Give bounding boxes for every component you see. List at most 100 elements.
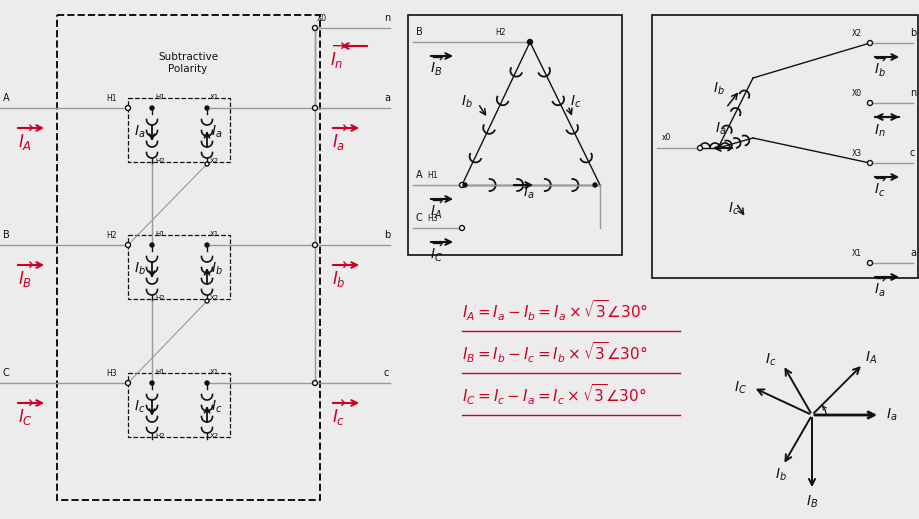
Circle shape: [867, 261, 871, 266]
Text: $I_b$: $I_b$: [774, 467, 786, 483]
Text: Subtractive
Polarity: Subtractive Polarity: [158, 52, 218, 74]
Text: $I_b$: $I_b$: [460, 93, 472, 110]
Text: H2: H2: [154, 158, 165, 164]
Circle shape: [312, 105, 317, 111]
Text: H2: H2: [154, 295, 165, 301]
Text: $I_b$: $I_b$: [134, 261, 145, 277]
Text: n: n: [383, 13, 390, 23]
Circle shape: [125, 105, 130, 111]
Text: $I_c$: $I_c$: [210, 399, 222, 415]
Bar: [407, 15, 621, 255]
Text: X2: X2: [210, 295, 219, 301]
Text: $I_c$: $I_c$: [134, 399, 145, 415]
Text: $\overrightarrow{I_C}$: $\overrightarrow{I_C}$: [429, 240, 444, 264]
Circle shape: [205, 299, 209, 303]
Circle shape: [125, 242, 130, 248]
Text: C: C: [415, 213, 423, 223]
Text: $I_b$: $I_b$: [712, 81, 724, 98]
Text: $I_a$: $I_a$: [522, 185, 534, 201]
Text: H2: H2: [494, 28, 505, 37]
Text: $\overrightarrow{I_B}$: $\overrightarrow{I_B}$: [18, 261, 35, 290]
Bar: [128, 373, 230, 437]
Circle shape: [312, 25, 317, 31]
Circle shape: [867, 40, 871, 46]
Text: $I_a$: $I_a$: [714, 121, 726, 138]
Text: $I_n$: $I_n$: [873, 123, 885, 140]
Text: c: c: [383, 368, 389, 378]
Text: A: A: [415, 170, 422, 180]
Bar: [128, 235, 230, 299]
Text: X1: X1: [210, 231, 219, 237]
Circle shape: [462, 183, 467, 187]
Text: $\overrightarrow{I_A}$: $\overrightarrow{I_A}$: [429, 197, 444, 222]
Circle shape: [205, 381, 209, 385]
Circle shape: [205, 162, 209, 166]
Text: $I_C = I_c - I_a = I_c \times \sqrt{3}\angle30°$: $I_C = I_c - I_a = I_c \times \sqrt{3}\a…: [461, 382, 646, 407]
Text: $I_B$: $I_B$: [805, 494, 817, 510]
Text: H3: H3: [426, 214, 437, 223]
Text: $I_b$: $I_b$: [210, 261, 222, 277]
Text: $\overrightarrow{I_c}$: $\overrightarrow{I_c}$: [873, 175, 887, 199]
Text: X0: X0: [851, 89, 861, 98]
Circle shape: [205, 243, 209, 247]
Circle shape: [459, 183, 464, 187]
Bar: [57, 15, 320, 500]
Text: H2: H2: [106, 231, 117, 240]
Text: $\overrightarrow{I_n}$: $\overrightarrow{I_n}$: [330, 42, 346, 71]
Text: $I_c$: $I_c$: [765, 351, 776, 368]
Circle shape: [150, 243, 153, 247]
Circle shape: [528, 40, 531, 44]
Text: $I_C$: $I_C$: [732, 379, 745, 395]
Text: $\overrightarrow{I_C}$: $\overrightarrow{I_C}$: [18, 399, 35, 428]
Text: $\overrightarrow{I_b}$: $\overrightarrow{I_b}$: [332, 261, 348, 290]
Text: $I_a$: $I_a$: [885, 407, 897, 423]
Text: A: A: [3, 93, 9, 103]
Text: H1: H1: [154, 231, 165, 237]
Circle shape: [593, 183, 596, 187]
Circle shape: [867, 101, 871, 105]
Circle shape: [867, 160, 871, 166]
Text: B: B: [3, 230, 10, 240]
Text: X2: X2: [210, 158, 219, 164]
Text: X1: X1: [210, 94, 219, 100]
Text: $\overrightarrow{I_b}$: $\overrightarrow{I_b}$: [873, 55, 887, 79]
Text: H1: H1: [154, 369, 165, 375]
Text: a: a: [383, 93, 390, 103]
Text: $I_a$: $I_a$: [210, 124, 222, 141]
Circle shape: [125, 380, 130, 386]
Circle shape: [312, 380, 317, 386]
Text: H1: H1: [106, 94, 117, 103]
Text: $I_c$: $I_c$: [727, 201, 739, 217]
Text: n: n: [909, 88, 915, 98]
Text: H1: H1: [426, 171, 437, 180]
Text: $\overrightarrow{I_a}$: $\overrightarrow{I_a}$: [332, 124, 348, 153]
Text: c: c: [909, 148, 914, 158]
Text: $\overrightarrow{I_a}$: $\overrightarrow{I_a}$: [873, 275, 887, 299]
Text: $I_A = I_a - I_b = I_a \times \sqrt{3}\angle30°$: $I_A = I_a - I_b = I_a \times \sqrt{3}\a…: [461, 298, 647, 323]
Circle shape: [150, 106, 153, 110]
Text: a: a: [909, 248, 915, 258]
Text: X2: X2: [210, 433, 219, 439]
Text: $I_a$: $I_a$: [134, 124, 145, 141]
Text: X3: X3: [851, 149, 861, 158]
Text: H1: H1: [154, 94, 165, 100]
Circle shape: [150, 381, 153, 385]
Text: x0: x0: [662, 133, 671, 142]
Text: $I_A$: $I_A$: [864, 350, 876, 366]
Text: X0: X0: [317, 14, 327, 23]
Text: X2: X2: [851, 29, 861, 38]
Text: b: b: [909, 28, 915, 38]
Circle shape: [527, 39, 532, 45]
Bar: [652, 15, 917, 278]
Text: b: b: [383, 230, 390, 240]
Text: H3: H3: [106, 369, 117, 378]
Circle shape: [312, 242, 317, 248]
Text: X1: X1: [851, 249, 861, 258]
Text: $I_c$: $I_c$: [570, 93, 581, 110]
Circle shape: [697, 145, 702, 151]
Text: $\overrightarrow{I_A}$: $\overrightarrow{I_A}$: [18, 124, 35, 153]
Text: C: C: [3, 368, 10, 378]
Text: H2: H2: [154, 433, 165, 439]
Bar: [128, 98, 230, 162]
Text: $\overrightarrow{I_B}$: $\overrightarrow{I_B}$: [429, 54, 444, 78]
